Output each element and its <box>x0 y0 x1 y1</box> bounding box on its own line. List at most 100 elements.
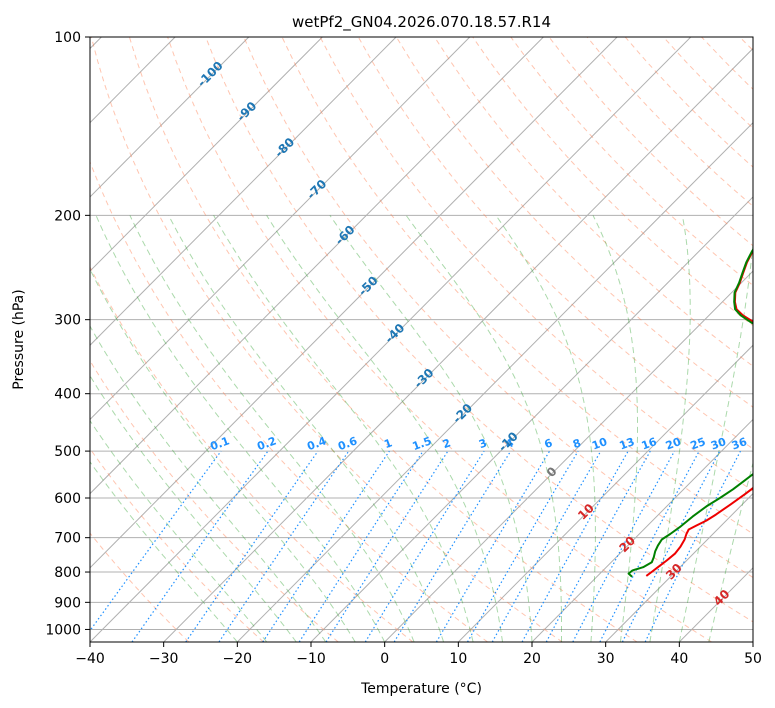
mixing-ratio-line <box>131 450 269 642</box>
temperature-profile-line <box>645 249 753 577</box>
isotherm-line <box>90 37 692 642</box>
mixing-ratio-line <box>521 450 629 642</box>
chart-title: wetPf2_GN04.2026.070.18.57.R14 <box>292 13 551 32</box>
isotherm-line <box>310 196 753 642</box>
moist-adiabat-line <box>649 215 691 642</box>
mixing-ratio-label: 2 <box>441 436 453 451</box>
x-tick-label: −30 <box>149 651 179 667</box>
dry-adiabat-line <box>472 37 753 327</box>
moist-adiabat-line <box>329 215 533 642</box>
dry-adiabat-line <box>90 160 488 642</box>
mixing-ratio-line <box>185 450 319 642</box>
mixing-ratio-label: 30 <box>709 435 728 453</box>
isotherm-line <box>531 418 753 642</box>
mixing-ratio-label: 4 <box>504 436 516 451</box>
dry-adiabat-line <box>90 532 190 642</box>
mixing-ratio-label: 16 <box>640 435 659 453</box>
dry-adiabat-line <box>395 37 753 408</box>
mixing-ratio-line <box>325 450 449 642</box>
dry-adiabat-line <box>128 37 638 642</box>
mixing-ratio-line <box>218 450 350 642</box>
y-axis-label: Pressure (hPa) <box>11 289 27 389</box>
isotherm-line <box>457 344 753 642</box>
moist-adiabat-line <box>90 461 238 642</box>
isotherm-line <box>605 492 753 642</box>
y-tick-label: 500 <box>54 444 81 460</box>
dewpoint-profile-line <box>627 248 753 578</box>
moist-adiabat-line <box>90 374 297 642</box>
x-tick-label: −20 <box>223 651 253 667</box>
mixing-ratio-line <box>545 450 651 642</box>
mixing-ratio-label: 6 <box>543 436 555 451</box>
moist-adiabat-line <box>678 239 753 642</box>
moist-adiabat-line <box>90 419 268 642</box>
mixing-ratio-label: 0.1 <box>209 434 232 453</box>
mixing-ratio-line <box>298 450 424 642</box>
isotherm-line <box>90 37 323 272</box>
dry-adiabat-line <box>510 37 753 287</box>
y-tick-label: 100 <box>54 30 81 46</box>
dry-adiabat-line <box>167 37 712 642</box>
y-tick-label: 300 <box>54 313 81 329</box>
y-tick-label: 700 <box>54 531 81 547</box>
moist-adiabat-line <box>95 215 386 642</box>
mixing-ratio-label: 10 <box>590 435 609 453</box>
dry-adiabat-line <box>90 37 563 642</box>
x-tick-label: −10 <box>296 651 326 667</box>
dry-adiabat-line <box>90 359 339 642</box>
y-tick-label: 1000 <box>45 622 81 638</box>
mixing-ratio-label: 0.2 <box>255 434 278 453</box>
mixing-ratio-line <box>262 450 390 642</box>
isotherm-line <box>384 270 753 642</box>
dry-adiabat-line <box>90 265 414 642</box>
mixing-ratio-line <box>572 450 676 642</box>
axes: −40 −30 −20 −10 0 10 20 30 40 5010020030040050060… <box>45 30 762 667</box>
x-tick-label: 10 <box>449 651 467 667</box>
x-tick-label: 20 <box>523 651 541 667</box>
x-tick-label: 30 <box>597 651 615 667</box>
mixing-ratio-label: 0.6 <box>336 434 359 453</box>
isotherm-line <box>90 37 250 198</box>
isotherm-line <box>236 121 753 642</box>
isotherm-line <box>90 37 471 421</box>
dry-adiabat-line <box>205 37 753 623</box>
mixing-ratio-line <box>621 450 721 642</box>
mixing-ratio-label: 0.4 <box>305 434 328 453</box>
mixing-ratio-label: 36 <box>730 435 749 453</box>
mixing-ratio-line <box>393 450 512 642</box>
dry-adiabat-line <box>357 37 753 450</box>
moist-adiabat-line <box>213 215 474 642</box>
mixing-ratio-label: 25 <box>689 435 708 452</box>
mixing-ratio-label: 3 <box>477 436 489 451</box>
moist-adiabat-line <box>592 215 638 642</box>
moist-adiabat-line <box>90 268 356 642</box>
y-tick-label: 400 <box>54 387 81 403</box>
y-tick-label: 600 <box>54 491 81 507</box>
y-tick-label: 900 <box>54 595 81 611</box>
isotherm-line <box>90 37 618 569</box>
y-tick-label: 800 <box>54 565 81 581</box>
isotherm-line <box>90 37 397 346</box>
mixing-ratio-line <box>491 450 602 642</box>
moist-adiabat-line <box>129 215 415 642</box>
x-axis-label: Temperature (°C) <box>360 681 482 697</box>
isotherm-line <box>163 47 753 642</box>
mixing-ratio-label: 20 <box>664 435 683 453</box>
x-tick-label: 50 <box>744 651 762 667</box>
mixing-ratio-line <box>90 450 222 632</box>
mixing-ratio-label: 8 <box>571 436 583 451</box>
mixing-ratio-label: 1.5 <box>411 434 434 453</box>
x-tick-label: 0 <box>380 651 389 667</box>
mixing-ratio-label: 1 <box>382 436 394 451</box>
x-tick-label: −40 <box>75 651 105 667</box>
moist-adiabat-line <box>405 215 562 642</box>
mixing-ratio-line <box>644 450 742 642</box>
isotherm-line <box>90 37 544 495</box>
moist-adiabat-line <box>266 215 503 642</box>
mixing-ratio-label: 13 <box>618 435 637 452</box>
plot-frame <box>89 36 754 643</box>
x-tick-label: 40 <box>670 651 688 667</box>
moist-adiabat-line <box>90 325 327 642</box>
